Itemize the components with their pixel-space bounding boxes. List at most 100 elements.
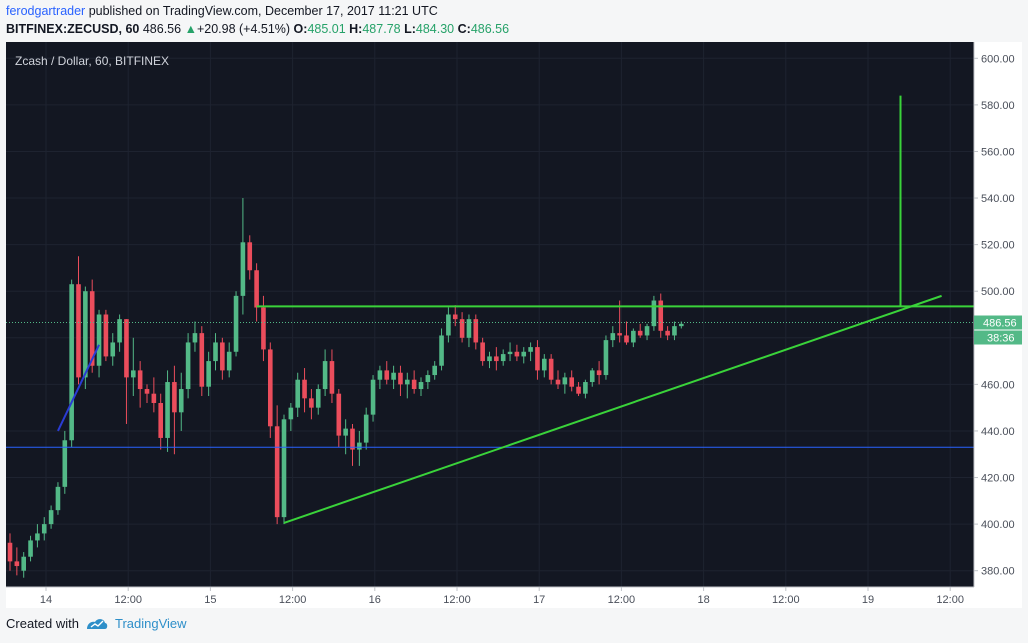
candle-body xyxy=(439,335,444,366)
candle-body xyxy=(315,389,321,408)
candle-body xyxy=(672,326,677,336)
candle-body xyxy=(405,379,410,385)
close-label: C: xyxy=(457,22,471,36)
candle-body xyxy=(226,351,232,371)
time-label: 17 xyxy=(533,594,545,606)
tradingview-brand[interactable]: TradingView xyxy=(114,616,187,631)
countdown-badge-bg xyxy=(974,330,1022,345)
candle-body xyxy=(172,382,177,413)
candle-body xyxy=(452,314,458,320)
candle-body xyxy=(398,372,403,385)
close-value: 486.56 xyxy=(470,22,510,36)
candle-body xyxy=(418,382,424,390)
candle-body xyxy=(589,370,595,383)
footer: Created with TradingView xyxy=(6,616,187,631)
drawings[interactable] xyxy=(6,95,1017,524)
candle-body xyxy=(178,389,184,413)
price-label: 460.00 xyxy=(981,379,1015,391)
candle-body xyxy=(487,356,492,362)
candle-body xyxy=(377,370,383,380)
candle-body xyxy=(322,361,328,390)
candle-body xyxy=(261,307,266,350)
candle-body xyxy=(391,372,396,380)
time-label: 18 xyxy=(697,594,709,606)
price-badges: 486.56 38:36 xyxy=(974,315,1022,345)
candle-body xyxy=(131,370,136,378)
price-label: 520.00 xyxy=(981,240,1015,252)
high-label: H: xyxy=(349,22,363,36)
candle-body xyxy=(14,561,20,567)
candle-body xyxy=(281,419,287,518)
candle-body xyxy=(521,351,527,357)
high-value: 487.78 xyxy=(362,22,401,36)
candle-body xyxy=(528,347,533,352)
candle-body xyxy=(192,333,198,343)
candle-body xyxy=(466,319,472,338)
time-label: 16 xyxy=(369,594,381,606)
price-axis[interactable] xyxy=(974,42,1022,587)
candles xyxy=(7,198,684,578)
candle-body xyxy=(309,398,314,408)
price-label: 560.00 xyxy=(981,146,1015,158)
price-label: 380.00 xyxy=(981,566,1015,578)
candle-body xyxy=(158,403,163,438)
candle-body xyxy=(679,323,684,327)
price-axis-labels: 600.00580.00560.00540.00520.00500.00480.… xyxy=(974,53,1015,578)
time-label: 12:00 xyxy=(608,594,636,606)
candle-body xyxy=(562,377,568,385)
candle-body xyxy=(199,333,205,387)
candle-body xyxy=(35,533,40,541)
price-label: 600.00 xyxy=(981,53,1015,65)
time-label: 12:00 xyxy=(114,594,142,606)
ascending-trendline xyxy=(283,294,942,524)
candle-body xyxy=(21,556,26,571)
tradingview-link[interactable]: TradingView xyxy=(85,616,187,631)
candle-body xyxy=(446,314,451,336)
candle-body xyxy=(357,442,362,450)
price-label: 440.00 xyxy=(981,426,1015,438)
candle-body xyxy=(507,351,513,355)
last-price-badge: 486.56 xyxy=(983,318,1017,330)
tradingview-logo-icon xyxy=(86,618,108,629)
candle-body xyxy=(103,314,109,357)
price-chart[interactable]: Zcash / Dollar, 60, BITFINEX 600.00 580.0… xyxy=(6,42,1022,608)
symbol-info: BITFINEX:ZECUSD, 60 486.56 ▲+20.98 (+4.5… xyxy=(6,21,509,38)
candle-body xyxy=(644,326,650,336)
candle-body xyxy=(363,414,369,443)
candle-body xyxy=(233,295,239,352)
candle-body xyxy=(494,356,499,362)
candle-body xyxy=(370,379,376,415)
candle-body xyxy=(110,342,116,357)
candle-body xyxy=(240,242,246,296)
candle-body xyxy=(596,370,602,376)
candle-body xyxy=(459,319,465,338)
candle-body xyxy=(658,300,664,331)
candle-body xyxy=(185,342,191,390)
candle-body xyxy=(76,284,81,378)
candle-body xyxy=(137,370,143,390)
candle-body xyxy=(268,349,273,427)
time-label: 19 xyxy=(862,594,874,606)
candle-body xyxy=(165,382,170,438)
low-label: L: xyxy=(404,22,416,36)
candle-body xyxy=(151,393,157,404)
candle-body xyxy=(665,330,670,336)
candle-body xyxy=(274,426,280,518)
time-label: 12:00 xyxy=(936,594,964,606)
chart-pane[interactable] xyxy=(6,42,974,587)
price-label: 540.00 xyxy=(981,193,1015,205)
candle-body xyxy=(41,524,47,534)
time-axis[interactable] xyxy=(6,587,1022,608)
candle-body xyxy=(83,291,88,378)
candle-body xyxy=(631,330,636,343)
time-label: 15 xyxy=(204,594,216,606)
candle-body xyxy=(425,375,431,383)
candle-body xyxy=(7,542,13,562)
author-link[interactable]: ferodgartrader xyxy=(6,4,86,18)
candle-body xyxy=(610,333,616,341)
change: +20.98 (+4.51%) xyxy=(196,22,291,36)
candle-body xyxy=(411,379,417,390)
low-value: 484.30 xyxy=(415,22,455,36)
created-with-text: Created with xyxy=(6,616,79,631)
candle-body xyxy=(124,319,129,378)
